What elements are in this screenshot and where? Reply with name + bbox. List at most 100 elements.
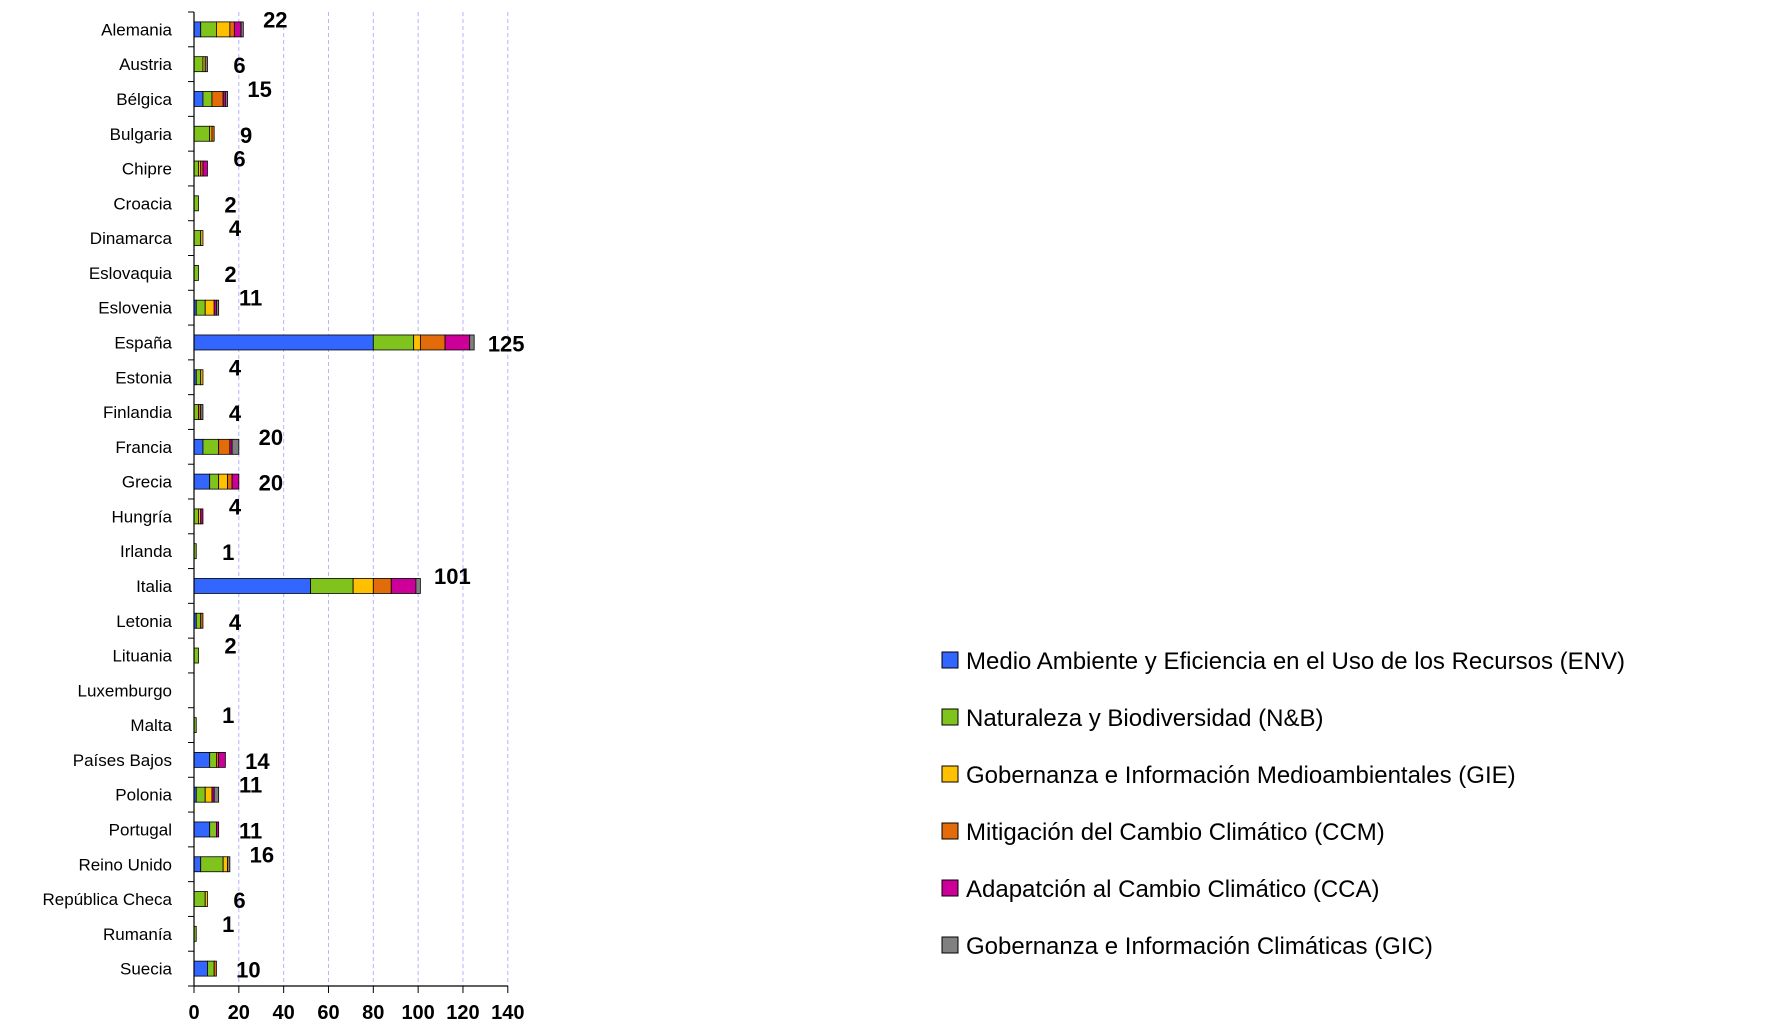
bar-segment xyxy=(419,334,446,351)
bar-segment xyxy=(193,230,202,247)
bar-segment xyxy=(193,21,202,38)
bar-segment xyxy=(213,960,217,977)
legend-swatch xyxy=(941,936,959,954)
category-label: Alemania xyxy=(101,20,172,39)
bar-segment xyxy=(193,438,204,455)
total-label: 2 xyxy=(224,262,236,287)
total-label: 1 xyxy=(222,540,234,565)
category-label: Bélgica xyxy=(116,90,172,109)
total-label: 9 xyxy=(240,123,252,148)
total-label: 20 xyxy=(259,425,283,450)
bar-segment xyxy=(224,91,229,107)
bar-segment xyxy=(372,578,392,594)
x-tick-label: 0 xyxy=(188,1002,199,1024)
bar-segment xyxy=(202,91,213,107)
bar-segment xyxy=(469,334,475,351)
total-label: 1 xyxy=(222,703,234,728)
legend-label: Gobernanza e Información Medioambientale… xyxy=(966,762,1516,789)
category-label: Finlandia xyxy=(103,403,173,422)
category-label: Lituania xyxy=(112,647,172,666)
category-label: Hungría xyxy=(112,507,173,526)
category-label: Reino Unido xyxy=(78,855,172,874)
legend: Medio Ambiente y Eficiencia en el Uso de… xyxy=(941,648,1625,960)
bar-segment xyxy=(195,786,206,803)
bar-segment xyxy=(193,160,199,177)
bar-segment xyxy=(193,264,199,281)
legend-swatch xyxy=(941,822,959,840)
category-label: Eslovenia xyxy=(98,299,172,318)
bar-segment xyxy=(200,404,204,420)
category-label: Luxemburgo xyxy=(77,681,172,700)
bar-segment xyxy=(227,473,233,490)
bar-segment xyxy=(193,125,211,142)
bar-segment xyxy=(193,91,204,107)
bar-segment xyxy=(229,21,235,38)
x-tick-label: 80 xyxy=(362,1002,384,1024)
bar-segment xyxy=(193,821,211,838)
x-tick-label: 120 xyxy=(446,1002,479,1024)
bar-segment xyxy=(240,21,244,38)
category-labels: Alemania Austria Bélgica Bulgaria Chipre Croa… xyxy=(43,20,173,978)
total-labels: 2261596242111254420204110142114111116611… xyxy=(222,7,524,982)
bar-segment xyxy=(218,438,231,455)
total-label: 11 xyxy=(239,818,262,843)
bar-segment xyxy=(413,334,421,351)
bar-segment xyxy=(211,91,224,107)
category-label: Eslovaquia xyxy=(89,264,173,283)
category-label: Austria xyxy=(119,55,172,74)
bar-segment xyxy=(227,856,231,873)
total-label: 20 xyxy=(259,471,283,496)
category-label: Irlanda xyxy=(120,542,173,561)
total-label: 6 xyxy=(233,147,245,172)
axes xyxy=(188,11,509,993)
total-label: 1 xyxy=(222,912,234,937)
bar-segment xyxy=(193,751,211,768)
legend-label: Mitigación del Cambio Climático (CCM) xyxy=(966,819,1385,846)
bar-segment xyxy=(310,578,354,594)
bar-segment xyxy=(195,612,202,629)
category-label: Polonia xyxy=(115,786,172,805)
bars xyxy=(193,21,475,977)
total-label: 10 xyxy=(236,958,260,983)
total-label: 4 xyxy=(229,401,242,426)
legend-swatch xyxy=(941,651,959,669)
category-label: España xyxy=(114,333,172,352)
total-label: 2 xyxy=(224,192,236,217)
x-tick-label: 100 xyxy=(401,1002,434,1024)
total-label: 6 xyxy=(233,888,245,913)
bar-segment xyxy=(444,334,471,351)
bar-segment xyxy=(218,473,229,490)
bar-segment xyxy=(193,508,199,525)
bar-segment xyxy=(200,230,204,247)
bar-segment xyxy=(193,647,199,664)
bar-segment xyxy=(415,578,421,594)
bar-segment xyxy=(216,299,220,316)
bar-segment xyxy=(372,334,415,351)
total-label: 14 xyxy=(245,749,270,774)
bar-segment xyxy=(193,195,199,212)
category-label: Francia xyxy=(115,438,172,457)
bar-segment xyxy=(216,21,231,38)
total-label: 4 xyxy=(229,216,242,241)
bar-segment xyxy=(390,578,417,594)
legend-swatch xyxy=(941,879,959,897)
legend-swatch xyxy=(941,708,959,726)
category-label: Bulgaria xyxy=(110,125,173,144)
bar-segment xyxy=(195,299,206,316)
legend-swatch xyxy=(941,765,959,783)
bar-segment xyxy=(193,578,311,594)
total-label: 101 xyxy=(434,564,471,589)
bar-segment xyxy=(193,856,202,873)
legend-label: Naturaleza y Biodiversidad (N&B) xyxy=(966,705,1323,732)
category-label: Países Bajos xyxy=(73,751,172,770)
bar-segment xyxy=(231,473,240,490)
total-label: 4 xyxy=(229,494,242,519)
bar-segment xyxy=(352,578,374,594)
x-tick-label: 40 xyxy=(273,1002,295,1024)
bar-segment xyxy=(202,438,220,455)
category-label: Letonia xyxy=(116,612,172,631)
category-label: Estonia xyxy=(115,368,172,387)
total-label: 6 xyxy=(233,53,245,78)
bar-segment xyxy=(222,856,229,873)
bar-segment xyxy=(218,751,226,768)
